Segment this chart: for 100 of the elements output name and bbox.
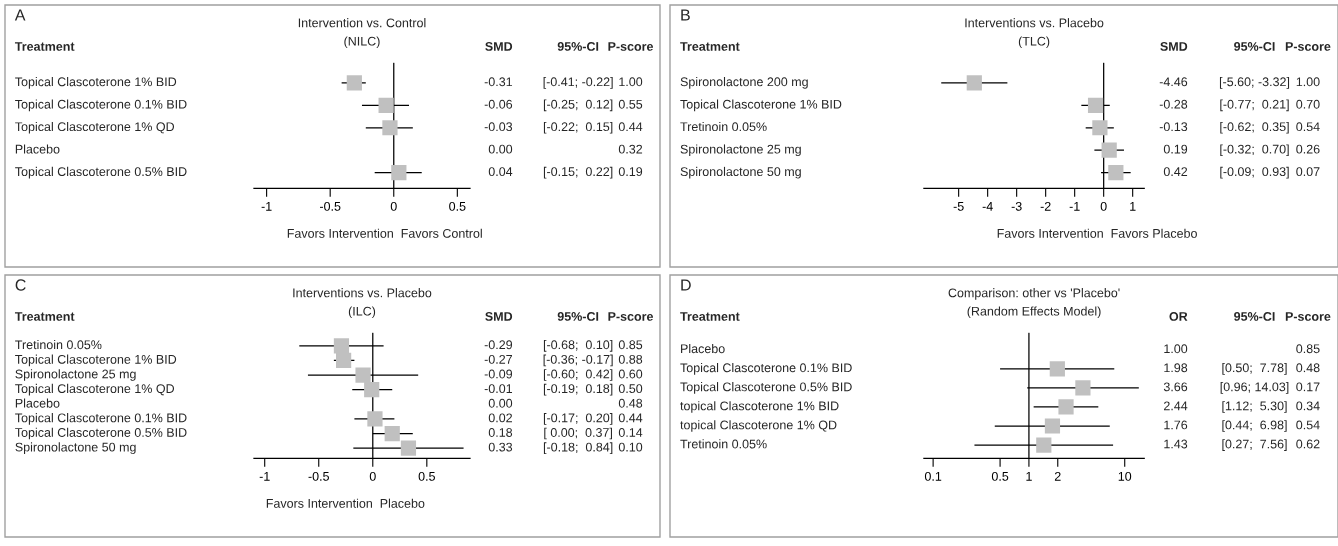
text: 1.00 [1164, 344, 1188, 354]
y-tick-label: Spironolactone 200 mg [680, 77, 808, 89]
text: [-0.19; 0.18] [543, 383, 613, 396]
text: 1.00 [1296, 77, 1320, 87]
data-label: 0.42 [1163, 167, 1188, 177]
chart-title: Comparison: other vs 'Placebo' [948, 288, 1120, 300]
text: D [681, 279, 691, 291]
text: [-0.22; 0.15] [543, 121, 613, 134]
y-tick-label: Topical Clascoterone 0.5% BID [15, 427, 187, 440]
text: 0.44 [618, 413, 643, 423]
text: Treatment [680, 42, 740, 51]
y-tick-label: Spironolactone 25 mg [680, 144, 801, 157]
text: [-0.68; 0.10] [543, 339, 613, 352]
x-tick-label: -5 [953, 202, 964, 211]
text: 95%-CI [1234, 312, 1275, 321]
text: 0.07 [1296, 167, 1320, 177]
text: [-0.18; 0.84] [543, 442, 613, 454]
text: 0.55 [618, 99, 643, 109]
y-tick-label: topical Clascoterone 1% QD [680, 420, 837, 432]
text: [-0.25; 0.12] [543, 99, 613, 112]
text: B [681, 9, 690, 21]
x-tick-label: -0.5 [319, 201, 341, 211]
text: [-0.09; 0.93] [1220, 166, 1289, 179]
text: A [14, 9, 26, 21]
chart-subtitle: (ILC) [348, 306, 376, 319]
y-tick-label: Topical Clascoterone 0.1% BID [15, 413, 187, 425]
text: Favors Intervention [266, 498, 372, 508]
x-tick-label: -3 [1011, 201, 1022, 211]
text: [-5.60; -3.32] [1219, 77, 1290, 89]
x-tick-label: 0.5 [418, 471, 435, 481]
y-tick-label: topical Clascoterone 1% BID [680, 401, 839, 413]
text: [-0.60; 0.42] [543, 369, 613, 381]
x-tick-label: 0 [369, 471, 376, 481]
y-tick-label: Spironolactone 25 mg [15, 369, 136, 381]
text: [-0.17; 0.20] [543, 413, 613, 425]
data-label: -0.06 [484, 99, 513, 109]
text: SMD [485, 312, 513, 321]
y-tick-label: Spironolactone 50 mg [15, 442, 136, 454]
y-tick-label: Topical Clascoterone 0.1% BID [680, 363, 852, 375]
text: Treatment [14, 42, 75, 51]
data-label: 2.44 [1164, 401, 1188, 411]
y-tick-label: Tretinoin 0.05% [680, 439, 767, 449]
text: 0.60 [618, 369, 643, 379]
text: 0.48 [618, 398, 643, 408]
text: [ 0.00; 0.37] [544, 427, 612, 440]
chart-title: Interventions vs. Placebo [965, 18, 1104, 28]
data-label: -0.09 [484, 369, 513, 379]
text: 0.17 [1296, 382, 1320, 392]
y-tick-label: Placebo [681, 343, 725, 354]
x-tick-label: -4 [982, 202, 993, 211]
text: 0.00 [488, 144, 513, 154]
data-label: 0.18 [488, 428, 513, 437]
y-tick-label: Topical Clascoterone 0.1% BID [15, 99, 187, 112]
text: [-0.77; 0.21] [1220, 99, 1289, 112]
data-label: -0.03 [484, 122, 513, 132]
text: [-0.32; 0.70] [1220, 144, 1289, 157]
y-tick-label: Topical Clascoterone 1% BID [15, 77, 177, 89]
text: SMD [485, 42, 513, 51]
text: 0.32 [618, 144, 643, 154]
text: [1.12; 5.30] [1222, 401, 1287, 413]
text: P-score [1285, 42, 1331, 51]
data-label: -4.46 [1159, 77, 1188, 87]
text: Treatment [680, 312, 740, 321]
text: 0.62 [1296, 439, 1320, 449]
chart-subtitle: (NILC) [344, 36, 380, 49]
text: 0.44 [618, 122, 643, 132]
chart-subtitle: (Random Effects Model) [967, 306, 1101, 319]
data-label: 0.33 [488, 442, 513, 452]
text: 0.00 [488, 398, 513, 408]
text: Favors Control [401, 228, 482, 238]
text: 0.88 [618, 354, 643, 364]
y-tick-label: Tretinoin 0.05% [680, 121, 767, 132]
text: Treatment [14, 312, 75, 321]
x-tick-label: -1 [1069, 202, 1080, 211]
y-tick-label: Topical Clascoterone 1% QD [15, 121, 175, 134]
text: OR [1169, 312, 1188, 321]
text: [0.50; 7.78] [1222, 363, 1287, 375]
x-tick-label: 2 [1054, 471, 1061, 481]
text: 95%-CI [557, 312, 599, 321]
text: 0.54 [1296, 122, 1320, 132]
data-label: 1.43 [1164, 439, 1188, 449]
text: 95%-CI [1234, 42, 1275, 51]
data-label: -0.13 [1159, 122, 1188, 132]
text: 95%-CI [557, 42, 599, 51]
chart-subtitle: (TLC) [1018, 36, 1050, 49]
data-label: -0.01 [484, 384, 513, 394]
x-tick-label: 0.5 [449, 201, 466, 211]
data-label: -0.27 [484, 354, 512, 364]
x-tick-label: -2 [1040, 201, 1051, 211]
text: 1.00 [619, 77, 643, 87]
text: SMD [1160, 42, 1188, 51]
text: 0.48 [1296, 363, 1320, 373]
text: [-0.36; -0.17] [543, 354, 613, 367]
chart-title: Interventions vs. Placebo [293, 288, 432, 298]
x-tick-label: 1 [1130, 202, 1136, 211]
text: 0.34 [1296, 401, 1320, 411]
data-label: 1.98 [1164, 363, 1188, 373]
x-tick-label: 0 [1100, 201, 1107, 211]
text: [-0.41; -0.22] [543, 77, 613, 89]
x-tick-label: -1 [259, 472, 270, 481]
